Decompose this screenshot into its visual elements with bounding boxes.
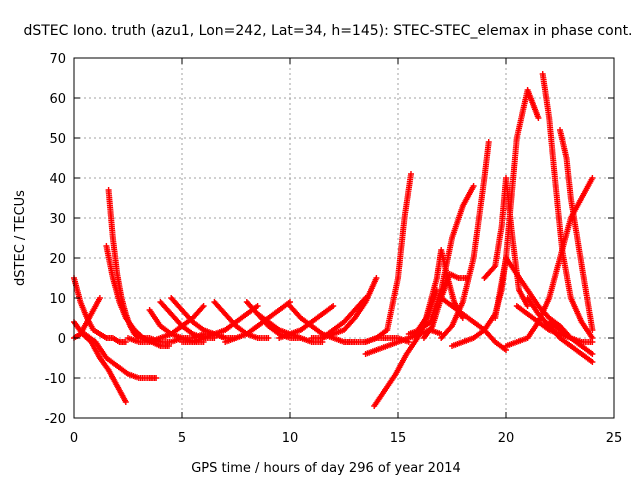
series-arc-04 [81,331,160,381]
x-tick-label: 15 [390,431,407,446]
plot-frame [73,57,615,419]
series-markers [362,171,414,345]
x-axis-title: GPS time / hours of day 296 of year 2014 [191,461,461,476]
y-tick-label: -20 [45,412,66,427]
series-markers [81,331,160,381]
series-arc-27 [420,271,471,341]
series-markers [557,127,596,333]
series-arc-24 [362,327,445,357]
data-marks [71,71,596,409]
series-markers [524,295,596,365]
axis-ticks: 0 5 10 15 20 25 -20 -10 0 10 20 30 40 50 60 70 [45,52,623,446]
x-tick-label: 0 [70,431,78,446]
series-arc-36 [539,71,596,341]
series-arc-28 [438,139,492,341]
series-arc-39 [546,319,596,357]
y-tick-label: 30 [49,212,66,227]
y-tick-label: -10 [45,372,66,387]
y-tick-label: 40 [49,172,66,187]
series-arc-29 [438,295,509,353]
series-markers [438,139,492,341]
x-tick-label: 20 [498,431,515,446]
y-tick-label: 60 [49,92,66,107]
x-tick-label: 5 [178,431,186,446]
y-tick-label: 50 [49,132,66,147]
y-axis-title: dSTEC / TECUs [13,190,28,286]
series-markers [546,319,596,357]
series-markers [438,295,509,353]
x-tick-label: 10 [282,431,299,446]
y-tick-label: 70 [49,52,66,67]
x-tick-label: 25 [606,431,623,446]
grid [74,58,614,418]
series-arc-38 [524,295,596,365]
chart-title: dSTEC Iono. truth (azu1, Lon=242, Lat=34… [23,23,632,39]
y-tick-label: 10 [49,292,66,307]
y-tick-label: 0 [58,332,66,347]
series-arc-37 [557,127,596,333]
series-arc-20 [319,295,369,341]
series-arc-22 [362,171,414,345]
series-markers [412,247,466,337]
series-markers [362,327,445,357]
series-markers [319,295,369,341]
series-arc-26 [412,247,466,337]
series-markers [420,271,471,341]
y-tick-label: 20 [49,252,66,267]
series-markers [539,71,596,341]
